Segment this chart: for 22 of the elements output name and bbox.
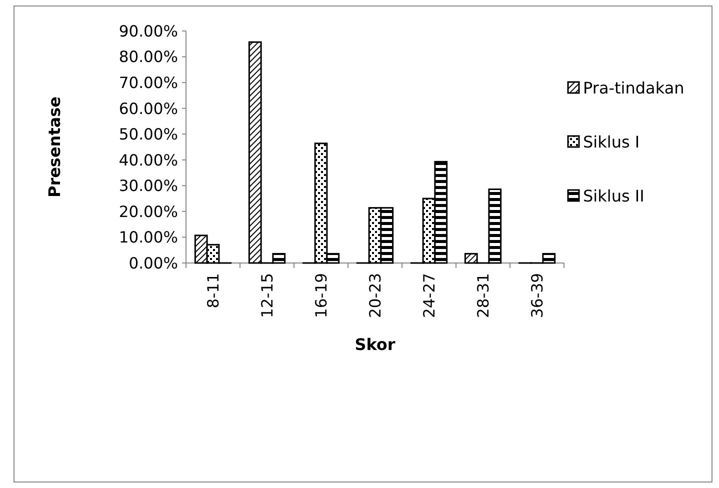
legend-label: Siklus II [583,186,644,206]
y-tick-label: 20.00% [118,202,178,221]
y-tick-label: 80.00% [118,48,178,66]
x-tick-label: 12-15 [258,273,276,318]
y-tick-label: 60.00% [118,100,178,118]
y-tick-label: 50.00% [118,126,178,144]
y-tick-label: 40.00% [118,151,178,170]
legend-label: Pra-tindakan [583,78,684,98]
y-tick-label: 0.00% [128,254,178,272]
legend-label: Siklus I [583,132,640,152]
y-tick-label: 30.00% [118,177,178,196]
y-axis-title: Presentase [45,96,64,198]
x-axis-title: Skor [354,335,396,354]
x-tick-label: 36-39 [528,273,546,318]
y-tick-label: 90.00% [118,22,178,40]
x-tick-label: 24-27 [420,273,438,318]
y-tick-label: 10.00% [118,228,178,247]
x-tick-label: 20-23 [366,273,384,318]
x-tick-label: 28-31 [474,273,492,318]
x-tick-label: 8-11 [204,273,222,308]
y-tick-label: 70.00% [118,74,178,92]
x-tick-label: 16-19 [312,273,330,318]
